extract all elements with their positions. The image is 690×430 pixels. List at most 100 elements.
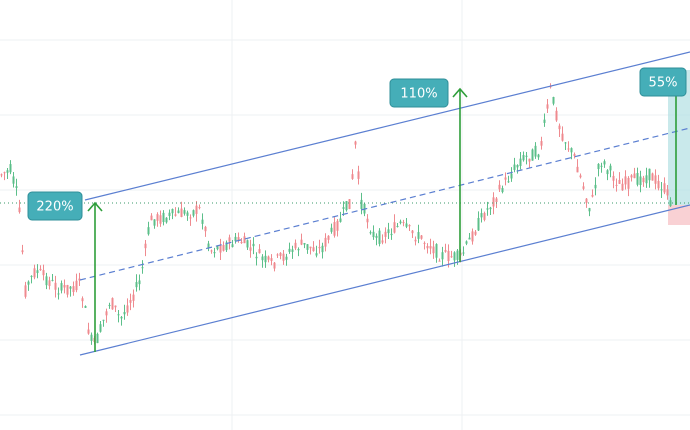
candle-body: [165, 217, 168, 223]
candle-body: [180, 208, 183, 217]
candle-body: [414, 239, 417, 242]
label-box: [639, 67, 687, 97]
candle-body: [210, 250, 213, 252]
candle-body: [21, 250, 24, 253]
candle-body: [237, 237, 240, 241]
candle-body: [276, 254, 279, 256]
candle-body: [462, 252, 465, 254]
candle-body: [669, 200, 672, 207]
candle-body: [57, 293, 60, 295]
candle-body: [546, 104, 549, 109]
candle-body: [663, 183, 666, 193]
candle-body: [561, 133, 564, 141]
arrow: [452, 87, 468, 262]
candle-body: [642, 177, 645, 183]
channel-upper: [84, 51, 690, 201]
candle-body: [327, 235, 330, 240]
candle-body: [390, 233, 393, 236]
candle-body: [126, 305, 129, 313]
candle-body: [606, 170, 609, 175]
candle-body: [114, 305, 117, 308]
candle-body: [516, 165, 519, 168]
candle-body: [177, 210, 180, 214]
candle-body: [225, 242, 228, 251]
candle-body: [426, 245, 429, 249]
candle-body: [39, 268, 42, 271]
candle-body: [183, 210, 186, 214]
candle-body: [195, 205, 198, 214]
candle-body: [612, 175, 615, 181]
candle-body: [555, 110, 558, 121]
candle-body: [399, 221, 402, 224]
candle-body: [639, 176, 642, 186]
candles: [0, 83, 672, 345]
candle-body: [66, 284, 69, 295]
stop-zone: [668, 205, 690, 225]
candle-body: [537, 154, 540, 158]
candle-body: [585, 198, 588, 203]
candle-body: [282, 253, 285, 261]
candle-body: [198, 207, 201, 209]
candle-body: [291, 249, 294, 252]
candle-body: [354, 141, 357, 145]
candle-body: [321, 245, 324, 253]
candle-body: [153, 219, 156, 226]
candle-body: [498, 184, 501, 190]
candle-body: [591, 194, 594, 197]
candle-body: [216, 246, 219, 250]
candle-body: [495, 198, 498, 203]
candle-body: [627, 177, 630, 189]
candle-body: [240, 242, 243, 244]
candle-body: [243, 236, 246, 244]
candle-body: [402, 222, 405, 224]
candle-body: [570, 148, 573, 153]
candle-body: [492, 197, 495, 207]
candle-body: [510, 173, 513, 179]
candle-body: [483, 213, 486, 220]
candle-body: [90, 334, 93, 341]
candle-body: [255, 256, 258, 259]
candle-body: [549, 86, 552, 88]
candle-body: [147, 227, 150, 235]
candle-body: [228, 237, 231, 242]
candle-body: [636, 172, 639, 185]
candle-body: [543, 119, 546, 123]
candle-body: [477, 217, 480, 231]
candle-body: [375, 235, 378, 238]
candle-body: [342, 207, 345, 209]
candle-body: [564, 142, 567, 144]
candle-body: [285, 256, 288, 260]
candle-body: [573, 154, 576, 156]
candle-body: [348, 199, 351, 209]
label-box: [389, 78, 449, 108]
candle-body: [6, 170, 9, 173]
candle-body: [372, 231, 375, 238]
candle-body: [330, 227, 333, 232]
candle-body: [156, 214, 159, 221]
candle-body: [378, 230, 381, 244]
candle-body: [219, 244, 222, 253]
candle-body: [645, 175, 648, 184]
candle-body: [36, 270, 39, 274]
candle-body: [531, 149, 534, 161]
candle-body: [51, 279, 54, 281]
candle-body: [336, 220, 339, 231]
candle-body: [303, 242, 306, 245]
candle-body: [117, 314, 120, 316]
candle-body: [222, 244, 225, 251]
candle-body: [621, 183, 624, 191]
candle-body: [48, 280, 51, 286]
candle-body: [99, 324, 102, 332]
candle-body: [576, 166, 579, 173]
candle-body: [381, 240, 384, 243]
candle-body: [654, 175, 657, 184]
candle-body: [486, 208, 489, 210]
candle-body: [207, 243, 210, 249]
candle-body: [315, 253, 318, 256]
candle-body: [588, 208, 591, 212]
candle-body: [159, 215, 162, 224]
candle-body: [579, 175, 582, 178]
candle-body: [633, 173, 636, 179]
candle-body: [453, 252, 456, 261]
